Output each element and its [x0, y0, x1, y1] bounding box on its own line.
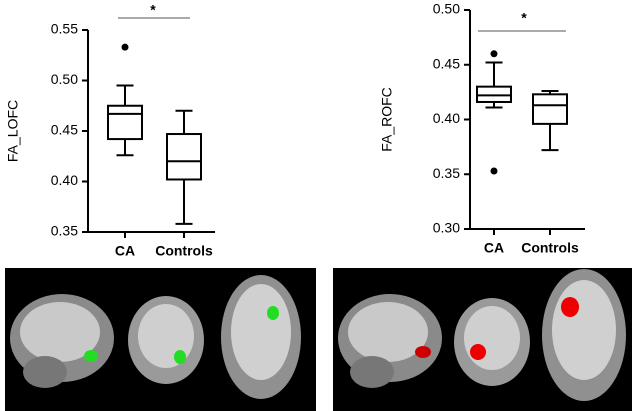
y-tick-label: 0.35 [433, 165, 460, 181]
y-tick-label: 0.40 [51, 172, 78, 188]
outlier [121, 43, 129, 51]
outlier [490, 167, 498, 175]
outlier [490, 50, 498, 58]
brain-panel-left [5, 268, 316, 411]
y-axis-label: FA_LOFC [5, 100, 21, 162]
x-tick-label: Controls [521, 240, 579, 256]
y-tick-label: 0.35 [51, 223, 78, 239]
box [107, 104, 143, 141]
y-tick-label: 0.30 [433, 220, 460, 236]
y-tick-label: 0.50 [433, 1, 460, 17]
y-tick-label: 0.45 [433, 55, 460, 71]
y-tick-label: 0.40 [433, 110, 460, 126]
x-tick-label: Controls [155, 243, 213, 259]
x-tick-label: CA [484, 240, 504, 256]
box [532, 93, 568, 125]
y-tick-label: 0.55 [51, 21, 78, 37]
significance-label: * [521, 10, 527, 26]
brain-panel-right [333, 268, 632, 411]
y-tick-label: 0.50 [51, 71, 78, 87]
significance-label: * [150, 2, 156, 18]
box [166, 133, 202, 181]
box [476, 85, 512, 103]
y-axis-label: FA_ROFC [379, 87, 395, 152]
y-tick-label: 0.45 [51, 122, 78, 138]
x-tick-label: CA [115, 243, 135, 259]
